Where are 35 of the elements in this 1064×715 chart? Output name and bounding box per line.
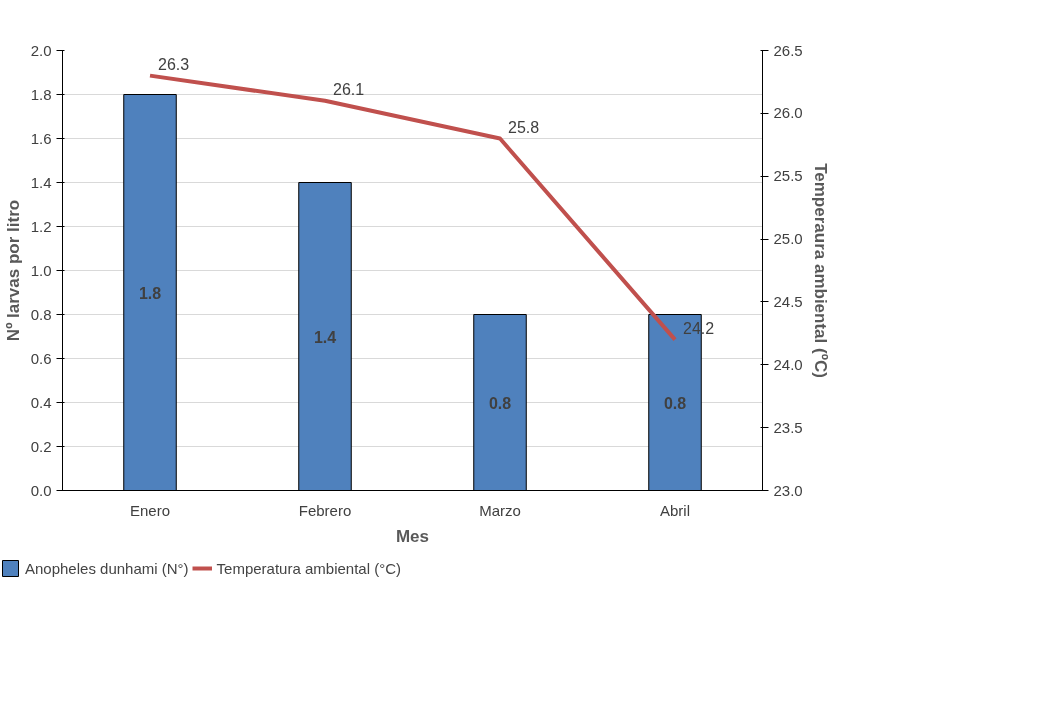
y-tick-label: 1.6 <box>30 129 52 147</box>
y2-tick-label: 26.5 <box>773 41 803 59</box>
y-tick-label: 2.0 <box>30 41 52 59</box>
y-tick-label: 1.0 <box>30 261 52 279</box>
y2-tick-label: 26.0 <box>773 104 803 122</box>
data-label: 25.8 <box>508 118 540 136</box>
y2-axis-title: Temperaura ambiental (ºC) <box>810 163 830 378</box>
data-label: 1.8 <box>138 284 162 302</box>
y-tick-label: 0.2 <box>30 437 52 455</box>
x-tick-label: Febrero <box>298 501 352 519</box>
x-tick-label: Marzo <box>479 501 521 519</box>
y-tick-label: 0.4 <box>30 393 52 411</box>
y-tick-label: 1.8 <box>30 85 52 103</box>
y-tick-label: 0.0 <box>30 481 52 499</box>
y-axis-title: Nº larvas por litro <box>3 199 23 342</box>
legend-label: Anopheles dunhami (N°) <box>25 559 189 577</box>
y2-tick-label: 24.5 <box>773 292 803 310</box>
x-axis-title: Mes <box>395 526 430 546</box>
x-tick-label: Enero <box>129 501 171 519</box>
y2-tick-label: 23.0 <box>773 481 803 499</box>
y2-tick-label: 25.5 <box>773 167 803 185</box>
y-tick-label: 1.2 <box>30 217 52 235</box>
data-label: 26.1 <box>333 80 365 98</box>
x-tick-label: Abril <box>660 501 691 519</box>
y-tick-label: 0.8 <box>30 305 52 323</box>
y-tick-label: 1.4 <box>30 173 52 191</box>
data-label: 0.8 <box>663 394 687 412</box>
y2-tick-label: 23.5 <box>773 418 803 436</box>
y2-tick-label: 25.0 <box>773 230 803 248</box>
data-label: 1.4 <box>313 328 337 346</box>
y-tick-label: 0.6 <box>30 349 52 367</box>
legend-label: Temperatura ambiental (°C) <box>216 559 401 577</box>
data-label: 26.3 <box>158 55 190 73</box>
y2-tick-label: 24.0 <box>773 355 803 373</box>
data-label: 0.8 <box>488 394 512 412</box>
